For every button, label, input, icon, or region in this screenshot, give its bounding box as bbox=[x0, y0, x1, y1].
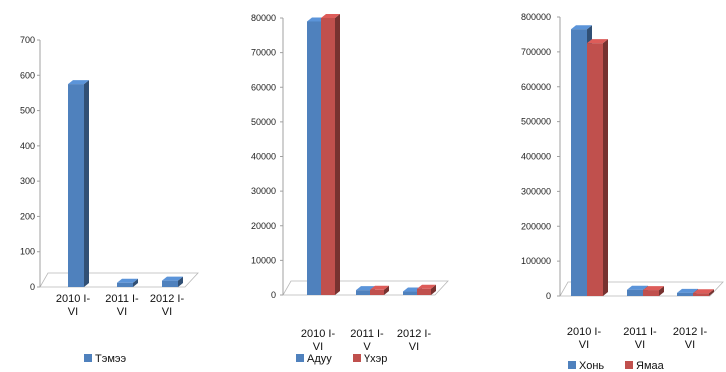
chart-2-legend-label: Адуу bbox=[307, 353, 332, 365]
chart-3-bar-side bbox=[659, 286, 664, 296]
chart-2-bar-top bbox=[370, 285, 389, 290]
chart-3-bar-top bbox=[627, 285, 648, 290]
chart-3-category-label: 2012 I- bbox=[673, 326, 708, 338]
chart-1-category-label: VI bbox=[162, 306, 172, 318]
chart-2-y-tick-label: 70000 bbox=[251, 48, 276, 58]
chart-3-legend-label: Хонь bbox=[579, 360, 604, 372]
chart-2-category-label: VI bbox=[409, 341, 419, 353]
chart-2-bar-side bbox=[384, 285, 389, 295]
chart-3-bar-side bbox=[709, 289, 714, 296]
chart-1-bar bbox=[117, 282, 133, 287]
chart-3-legend-label: Ямаа bbox=[636, 360, 665, 372]
chart-2-category-label: 2010 I- bbox=[301, 328, 336, 340]
chart-3-bar bbox=[571, 29, 587, 297]
chart-3-y-tick-label: 600000 bbox=[521, 82, 551, 92]
chart-2-y-tick-label: 10000 bbox=[251, 255, 276, 265]
chart-1-category-label: VI bbox=[68, 306, 78, 318]
chart-2-category-label: 2012 I- bbox=[397, 328, 432, 340]
chart-2-category-label: V bbox=[363, 341, 371, 353]
chart-3-category-label: 2011 I- bbox=[623, 326, 657, 338]
chart-3-y-tick-label: 500000 bbox=[521, 117, 551, 127]
chart-2-bar bbox=[417, 288, 431, 295]
chart-1-category-label: 2012 I- bbox=[150, 293, 185, 305]
chart-1-bar-side bbox=[178, 276, 183, 287]
chart-2-legend-label: Үхэр bbox=[364, 353, 387, 365]
chart-1-y-tick-label: 0 bbox=[30, 282, 35, 292]
chart-2-y-tick-label: 20000 bbox=[251, 221, 276, 231]
chart-1-bar-top bbox=[117, 278, 138, 283]
chart-3-bar bbox=[587, 43, 603, 296]
chart-3-bar bbox=[643, 290, 659, 296]
chart-3-bar-side bbox=[603, 39, 608, 296]
chart-1-y-tick-label: 300 bbox=[20, 176, 35, 186]
chart-3-bar-top bbox=[693, 289, 714, 294]
chart-2-bar-side bbox=[431, 284, 436, 295]
chart-1-bar-top bbox=[162, 276, 183, 281]
chart-3-category-label: VI bbox=[635, 339, 645, 351]
chart-3-y-tick-label: 800000 bbox=[521, 12, 551, 22]
chart-3: 0 100000 200000 300000 400000 500000 600000 700… bbox=[521, 12, 724, 372]
chart-2-bar-top bbox=[417, 284, 436, 289]
chart-2-bar bbox=[307, 21, 321, 296]
chart-2-bar bbox=[321, 18, 335, 295]
chart-1-bar-side bbox=[84, 80, 89, 287]
chart-2-bar-side bbox=[335, 14, 340, 295]
chart-3-bar bbox=[677, 292, 693, 296]
chart-3-bar-top bbox=[643, 286, 664, 291]
chart-3-bar-top bbox=[587, 39, 608, 44]
chart-2-y-tick-label: 30000 bbox=[251, 186, 276, 196]
chart-3-y-tick-label: 100000 bbox=[521, 256, 551, 266]
chart-1-y-tick-label: 700 bbox=[20, 35, 35, 45]
chart-3-bar-top bbox=[571, 25, 592, 30]
chart-1-y-tick-label: 100 bbox=[20, 247, 35, 257]
chart-1-category-label: VI bbox=[117, 306, 127, 318]
chart-2-y-tick-label: 0 bbox=[271, 290, 276, 300]
chart-1-bar-top bbox=[68, 80, 89, 85]
chart-3-y-tick-label: 400000 bbox=[521, 152, 551, 162]
chart-1-legend-label: Тэмээ bbox=[95, 353, 127, 365]
chart-3-bar-top bbox=[677, 288, 698, 293]
chart-2-bar-top bbox=[321, 14, 340, 18]
chart-3-legend-swatch bbox=[625, 361, 633, 369]
chart-2-y-tick-label: 80000 bbox=[251, 13, 276, 23]
chart-1-y-tick-label: 200 bbox=[20, 211, 35, 221]
chart-2-bar bbox=[403, 291, 417, 295]
chart-1-category-label: 2011 I- bbox=[105, 293, 139, 305]
chart-3-y-tick-label: 200000 bbox=[521, 221, 551, 231]
chart-1-bar bbox=[68, 84, 84, 287]
chart-3-category-label: VI bbox=[579, 339, 589, 351]
chart-1-category-label: 2010 I- bbox=[56, 293, 91, 305]
chart-2-legend-swatch bbox=[353, 354, 361, 362]
chart-3-legend-swatch bbox=[568, 361, 576, 369]
chart-1-y-tick-label: 400 bbox=[20, 141, 35, 151]
chart-2-category-label: 2011 I- bbox=[350, 328, 384, 340]
chart-3-category-label: VI bbox=[685, 339, 695, 351]
chart-3-y-tick-label: 300000 bbox=[521, 186, 551, 196]
chart-1-y-tick-label: 600 bbox=[20, 70, 35, 80]
chart-2-legend-swatch bbox=[296, 354, 304, 362]
chart-2-category-label: VI bbox=[313, 341, 323, 353]
chart-1-bar-side bbox=[133, 278, 138, 287]
chart-2-y-tick-label: 50000 bbox=[251, 117, 276, 127]
chart-3-bar bbox=[693, 293, 709, 296]
chart-3-y-tick-label: 700000 bbox=[521, 47, 551, 57]
chart-2-y-tick-label: 60000 bbox=[251, 82, 276, 92]
chart-3-bar bbox=[627, 289, 643, 296]
chart-1-bar bbox=[162, 280, 178, 287]
chart-2-bar-top bbox=[356, 286, 375, 291]
chart-3-category-label: 2010 I- bbox=[567, 326, 602, 338]
chart-2-y-tick-label: 40000 bbox=[251, 152, 276, 162]
chart-2: 0 10000 20000 30000 40000 50000 60000 70000 8000… bbox=[251, 13, 449, 365]
chart-2-bar bbox=[370, 289, 384, 295]
chart-1-y-tick-label: 500 bbox=[20, 106, 35, 116]
chart-2-bar bbox=[356, 290, 370, 295]
chart-1-legend-swatch bbox=[84, 354, 92, 362]
chart-3-y-tick-label: 0 bbox=[546, 291, 551, 301]
